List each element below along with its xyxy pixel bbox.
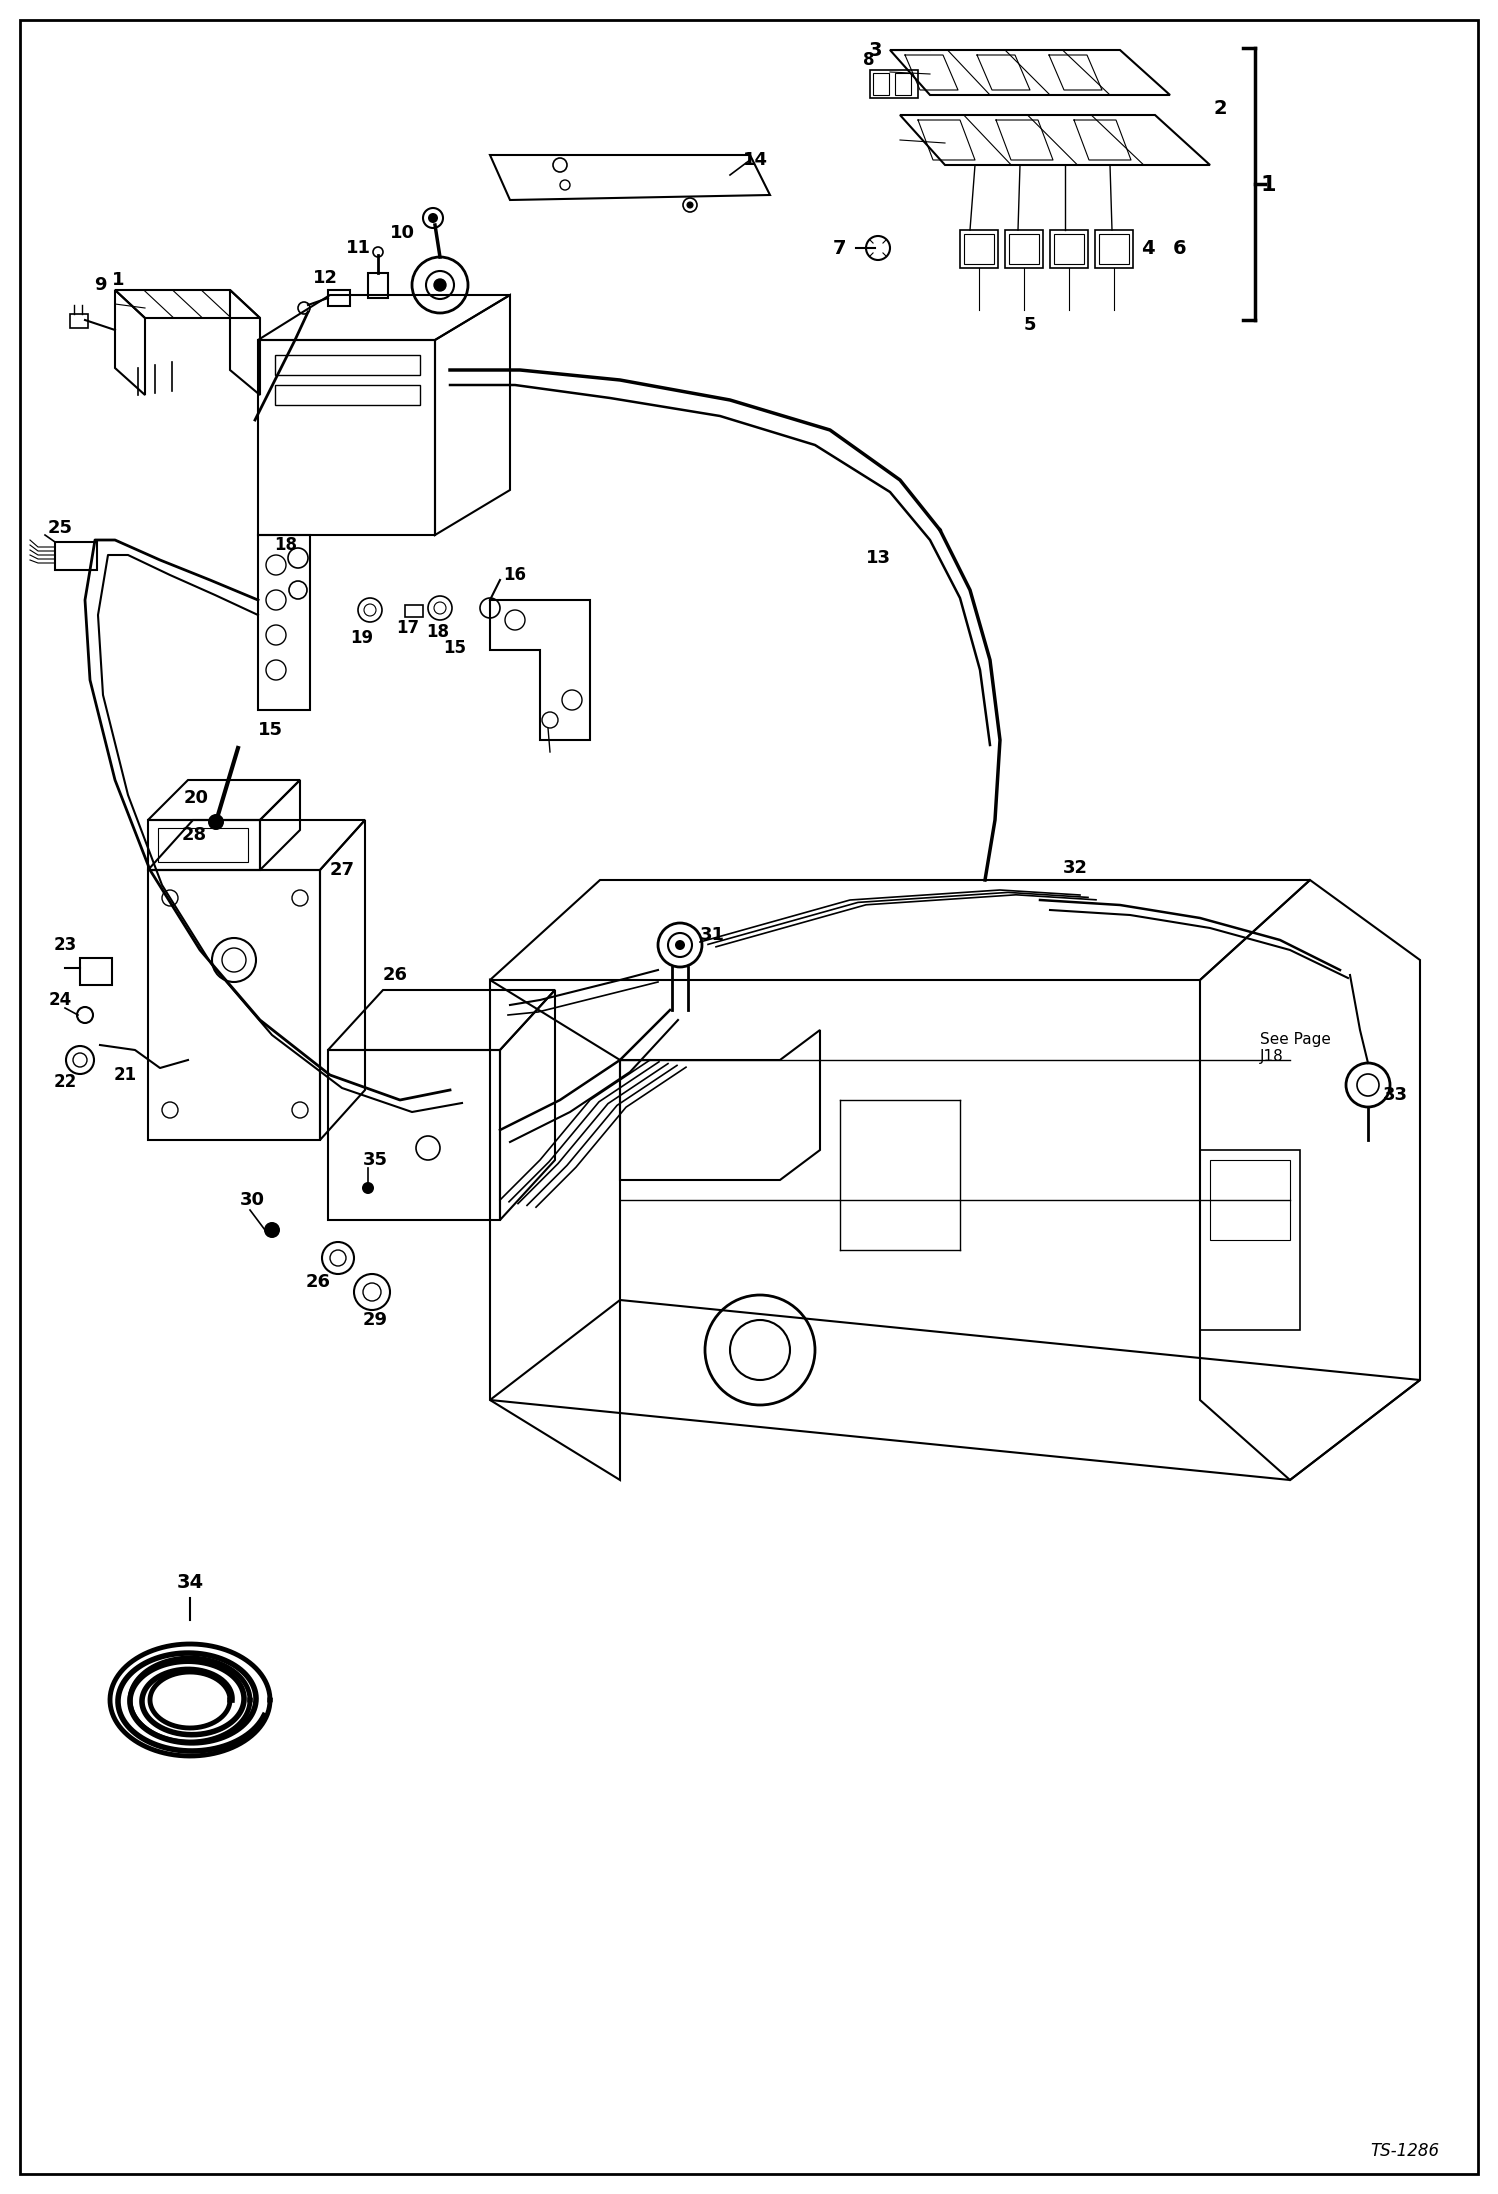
Text: 21: 21 [114, 1066, 136, 1084]
Text: 13: 13 [866, 548, 890, 566]
Text: 7: 7 [833, 239, 846, 257]
Text: 14: 14 [743, 151, 767, 169]
Bar [1100, 235, 1129, 263]
Bar [1005, 230, 1043, 268]
Text: 16: 16 [503, 566, 526, 584]
Text: 28: 28 [181, 825, 207, 845]
Bar [328, 290, 351, 305]
Text: 11: 11 [346, 239, 370, 257]
Text: 15: 15 [443, 638, 466, 656]
Text: 6: 6 [1173, 239, 1186, 257]
Text: 24: 24 [48, 992, 72, 1009]
Bar [1200, 1150, 1300, 1330]
Text: 19: 19 [351, 630, 373, 647]
Text: 27: 27 [330, 860, 355, 880]
Text: 20: 20 [183, 790, 208, 807]
Bar [1010, 235, 1040, 263]
Text: TS-1286: TS-1286 [1371, 2141, 1440, 2161]
Text: 1: 1 [1260, 176, 1276, 195]
Circle shape [422, 208, 443, 228]
Text: 2: 2 [1213, 99, 1227, 118]
Circle shape [434, 279, 446, 292]
Text: 15: 15 [258, 722, 283, 739]
Text: 33: 33 [1383, 1086, 1408, 1104]
Text: 23: 23 [54, 937, 76, 954]
Text: 30: 30 [240, 1191, 265, 1209]
Text: 18: 18 [274, 535, 298, 555]
Text: 9: 9 [94, 276, 106, 294]
Text: 8: 8 [863, 50, 875, 68]
Bar [894, 72, 911, 94]
Bar [1055, 235, 1085, 263]
Bar [157, 827, 249, 862]
Text: 34: 34 [177, 1573, 204, 1591]
Bar [404, 606, 422, 617]
Bar [70, 314, 88, 327]
Circle shape [363, 1183, 374, 1194]
Text: 25: 25 [48, 520, 72, 538]
Text: 1: 1 [112, 272, 124, 290]
Text: 32: 32 [1062, 860, 1088, 878]
Text: 26: 26 [382, 965, 407, 983]
Text: 4: 4 [1141, 239, 1155, 257]
Circle shape [676, 939, 685, 950]
Circle shape [428, 213, 437, 224]
Bar [276, 384, 419, 406]
Bar [1210, 1161, 1290, 1240]
Circle shape [264, 1222, 280, 1237]
Circle shape [208, 814, 225, 829]
Text: 29: 29 [363, 1312, 388, 1330]
Text: 12: 12 [313, 270, 337, 287]
Bar [1095, 230, 1132, 268]
Text: 3: 3 [869, 39, 882, 59]
Bar [369, 272, 388, 298]
Text: 35: 35 [363, 1152, 388, 1169]
Circle shape [688, 202, 694, 208]
Text: 22: 22 [54, 1073, 76, 1090]
Text: 26: 26 [306, 1273, 331, 1290]
Text: 31: 31 [700, 926, 725, 943]
Bar [960, 230, 998, 268]
Text: 17: 17 [397, 619, 419, 636]
Text: 10: 10 [389, 224, 415, 241]
Text: 18: 18 [427, 623, 449, 641]
Bar [55, 542, 97, 570]
Bar [873, 72, 888, 94]
Bar [870, 70, 918, 99]
Bar [276, 355, 419, 375]
Text: 5: 5 [1023, 316, 1037, 333]
Text: See Page
J18: See Page J18 [1260, 1031, 1330, 1064]
Bar [965, 235, 995, 263]
Bar [1050, 230, 1088, 268]
